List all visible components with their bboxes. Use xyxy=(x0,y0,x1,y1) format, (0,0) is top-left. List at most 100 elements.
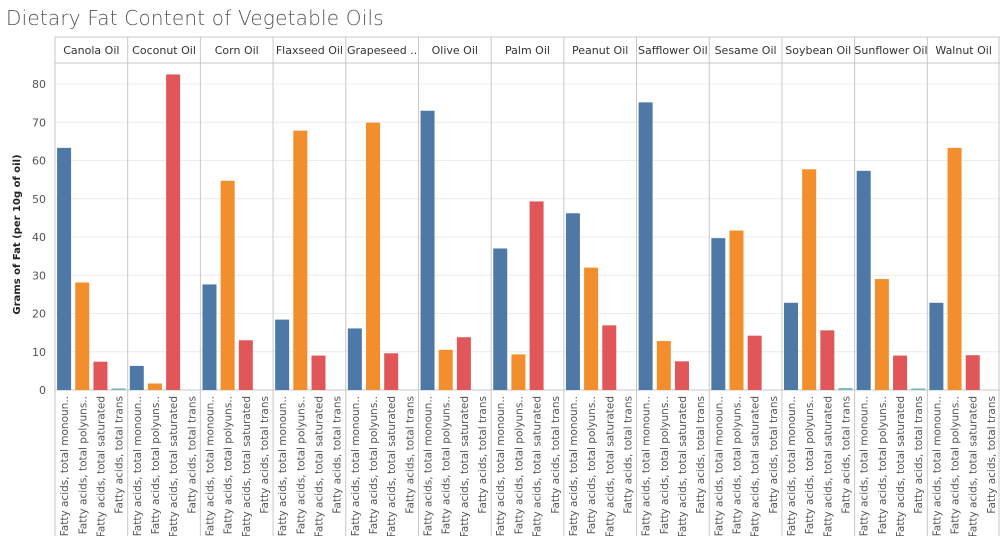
bar[interactable] xyxy=(784,302,799,390)
x-category-label: Fatty acids, total polyuns.. xyxy=(77,396,89,534)
x-category-label: Fatty acids, total saturated xyxy=(677,396,689,536)
bar[interactable] xyxy=(111,388,126,390)
x-category-label: Fatty acids, total monoun.. xyxy=(59,396,71,536)
x-category-label: Fatty acids, total saturated xyxy=(750,396,762,536)
x-category-label: Fatty acids, total saturated xyxy=(95,396,107,536)
bar[interactable] xyxy=(947,147,962,390)
bar[interactable] xyxy=(874,279,889,390)
x-category-label: Fatty acids, total monoun.. xyxy=(931,396,943,536)
x-category-label: Fatty acids, total monoun.. xyxy=(204,396,216,536)
x-category-label: Fatty acids, total saturated xyxy=(604,396,616,536)
bar[interactable] xyxy=(293,130,308,391)
x-category-label: Fatty acids, total trans xyxy=(986,396,998,514)
panel-label: Corn Oil xyxy=(215,44,259,57)
x-category-label: Fatty acids, total polyuns.. xyxy=(513,396,525,534)
panel-label: Coconut Oil xyxy=(132,44,196,57)
bar[interactable] xyxy=(238,340,253,390)
panel-label: Safflower Oil xyxy=(638,44,708,57)
bar[interactable] xyxy=(729,230,744,390)
x-category-label: Fatty acids, total polyuns.. xyxy=(441,396,453,534)
bar[interactable] xyxy=(347,328,362,390)
y-axis-title: Grams of Fat (per 10g of oil) xyxy=(12,154,23,314)
bar[interactable] xyxy=(929,302,944,390)
x-category-label: Fatty acids, total polyuns.. xyxy=(295,396,307,534)
x-category-label: Fatty acids, total trans xyxy=(550,396,562,514)
panel-label: Palm Oil xyxy=(505,44,550,57)
bar[interactable] xyxy=(529,201,544,390)
chart-title: Dietary Fat Content of Vegetable Oils xyxy=(6,6,384,30)
bar[interactable] xyxy=(75,282,90,390)
x-category-label: Fatty acids, total monoun.. xyxy=(423,396,435,536)
x-category-label: Fatty acids, total saturated xyxy=(168,396,180,536)
y-tick-label: 20 xyxy=(32,308,46,321)
bar[interactable] xyxy=(220,180,235,390)
bar[interactable] xyxy=(911,388,926,391)
y-tick-label: 70 xyxy=(32,116,46,129)
bar[interactable] xyxy=(147,383,162,390)
panel-label: Peanut Oil xyxy=(572,44,628,57)
x-category-label: Fatty acids, total monoun.. xyxy=(495,396,507,536)
x-category-label: Fatty acids, total monoun.. xyxy=(641,396,653,536)
bar[interactable] xyxy=(584,267,599,390)
x-category-label: Fatty acids, total saturated xyxy=(968,396,980,536)
bar[interactable] xyxy=(965,355,980,390)
bar[interactable] xyxy=(893,355,908,390)
x-category-label: Fatty acids, total saturated xyxy=(241,396,253,536)
bar[interactable] xyxy=(129,365,144,390)
bar[interactable] xyxy=(711,238,726,390)
bar[interactable] xyxy=(602,325,617,390)
x-category-label: Fatty acids, total trans xyxy=(332,396,344,514)
bar[interactable] xyxy=(202,284,217,390)
y-tick-label: 10 xyxy=(32,346,46,359)
x-category-label: Fatty acids, total trans xyxy=(622,396,634,514)
bar[interactable] xyxy=(656,341,671,390)
bar[interactable] xyxy=(456,337,471,390)
x-category-label: Fatty acids, total saturated xyxy=(532,396,544,536)
x-category-label: Fatty acids, total trans xyxy=(768,396,780,514)
panel-label: Sunflower Oil xyxy=(854,44,927,57)
bar[interactable] xyxy=(493,248,508,390)
panel-label: Olive Oil xyxy=(432,44,478,57)
x-category-label: Fatty acids, total saturated xyxy=(386,396,398,536)
x-category-label: Fatty acids, total polyuns.. xyxy=(877,396,889,534)
x-category-label: Fatty acids, total monoun.. xyxy=(132,396,144,536)
bar[interactable] xyxy=(820,330,835,390)
bar[interactable] xyxy=(93,361,108,390)
x-category-label: Fatty acids, total trans xyxy=(114,396,126,514)
x-category-label: Fatty acids, total polyuns.. xyxy=(368,396,380,534)
x-category-label: Fatty acids, total trans xyxy=(695,396,707,514)
bar[interactable] xyxy=(838,388,853,390)
panel-label: Flaxseed Oil xyxy=(276,44,343,57)
panel-label: Soybean Oil xyxy=(785,44,851,57)
bar[interactable] xyxy=(438,349,453,390)
x-category-label: Fatty acids, total monoun.. xyxy=(568,396,580,536)
bar[interactable] xyxy=(802,169,817,390)
x-category-label: Fatty acids, total polyuns.. xyxy=(223,396,235,534)
bar[interactable] xyxy=(275,319,290,390)
y-tick-label: 80 xyxy=(32,78,46,91)
bar[interactable] xyxy=(166,74,181,390)
x-category-label: Fatty acids, total polyuns.. xyxy=(150,396,162,534)
x-category-label: Fatty acids, total monoun.. xyxy=(713,396,725,536)
bar[interactable] xyxy=(565,213,580,390)
y-tick-label: 40 xyxy=(32,231,46,244)
bar[interactable] xyxy=(747,335,762,390)
x-category-label: Fatty acids, total trans xyxy=(477,396,489,514)
bar[interactable] xyxy=(638,102,653,391)
panel-label: Sesame Oil xyxy=(715,44,777,57)
x-category-label: Fatty acids, total monoun.. xyxy=(277,396,289,536)
bar[interactable] xyxy=(57,147,72,390)
panel-label: Grapeseed .. xyxy=(347,44,417,57)
bar[interactable] xyxy=(420,110,435,391)
bar[interactable] xyxy=(856,170,871,390)
bar[interactable] xyxy=(311,355,326,390)
x-category-label: Fatty acids, total saturated xyxy=(822,396,834,536)
x-category-label: Fatty acids, total saturated xyxy=(314,396,326,536)
x-category-label: Fatty acids, total trans xyxy=(259,396,271,514)
x-category-label: Fatty acids, total saturated xyxy=(895,396,907,536)
bar[interactable] xyxy=(511,354,526,390)
bar[interactable] xyxy=(366,122,381,390)
bar[interactable] xyxy=(674,361,689,390)
bar[interactable] xyxy=(384,353,399,390)
